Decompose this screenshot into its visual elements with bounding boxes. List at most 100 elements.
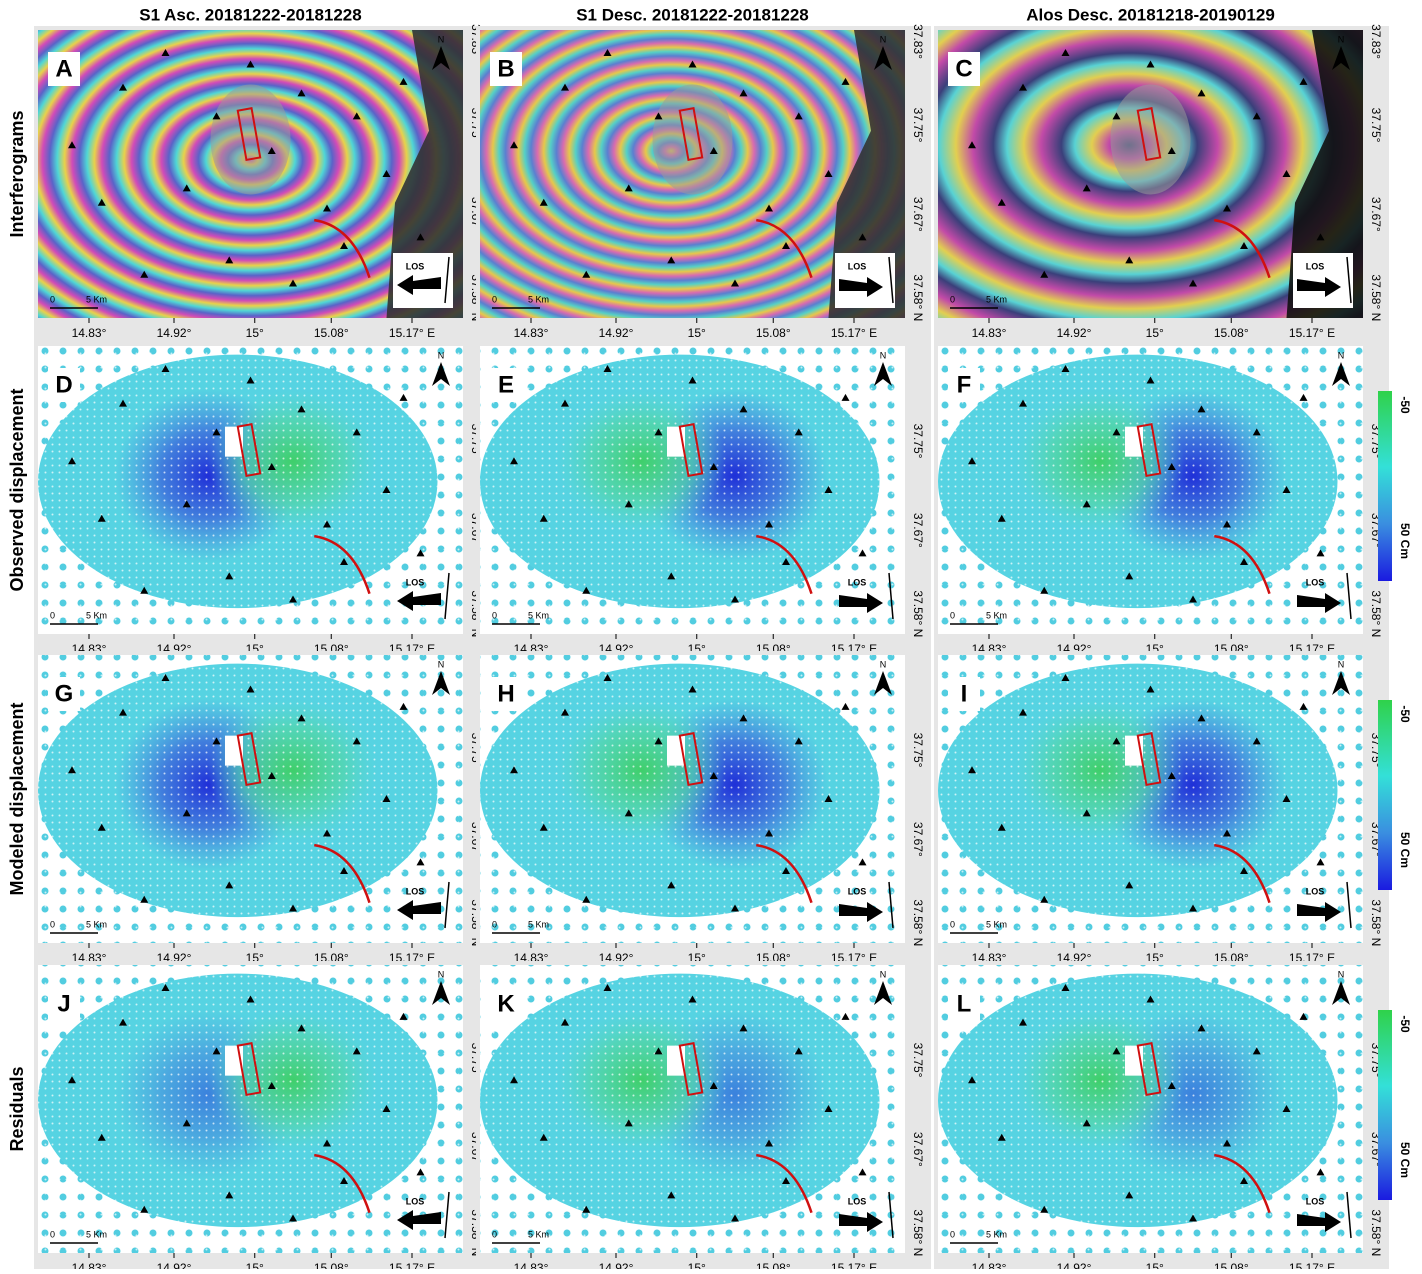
- scale-end: 5 Km: [986, 610, 1007, 620]
- x-tick-label: 14.83°: [72, 326, 107, 340]
- y-tick-label: 37.58° N: [1369, 274, 1383, 321]
- points: [480, 346, 905, 634]
- los-label: LOS: [848, 1196, 867, 1206]
- y-tick-label: 37.58° N: [911, 1209, 925, 1256]
- scale-start: 0: [950, 919, 955, 929]
- volcano-summit: [1111, 84, 1191, 194]
- y-tick-label: 37.75°: [911, 733, 925, 768]
- x-tick-label: 14.92°: [599, 326, 634, 340]
- colorbar-min: -50: [1398, 705, 1412, 723]
- x-tick-label: 15.08°: [756, 326, 791, 340]
- points: [38, 965, 463, 1253]
- los-label: LOS: [406, 1196, 425, 1206]
- map: [938, 346, 1363, 634]
- scale-end: 5 Km: [86, 294, 107, 304]
- panel-letter: D: [55, 371, 72, 398]
- scale-start: 0: [492, 1229, 497, 1239]
- x-tick-label: 15.08°: [1214, 1261, 1249, 1269]
- colorbar: [1378, 700, 1392, 890]
- north-label: N: [1338, 659, 1345, 669]
- x-tick-label: 15.08°: [756, 1261, 791, 1269]
- panel-letter: K: [497, 990, 515, 1017]
- panel-letter: L: [957, 990, 972, 1017]
- los-label: LOS: [848, 577, 867, 587]
- y-tick-label: 37.58° N: [911, 899, 925, 946]
- scale-start: 0: [50, 294, 55, 304]
- y-tick-label: 37.83°: [1369, 24, 1383, 59]
- north-label: N: [880, 34, 887, 44]
- north-label: N: [438, 34, 445, 44]
- panel-letter: E: [498, 371, 514, 398]
- colorbar-max: 50 Cm: [1398, 1142, 1412, 1178]
- x-tick-label: 14.83°: [972, 326, 1007, 340]
- y-tick-label: 37.75°: [911, 424, 925, 459]
- scale-start: 0: [950, 294, 955, 304]
- row-label: Residuals: [7, 1066, 27, 1151]
- column-title: Alos Desc. 20181218-20190129: [1026, 5, 1275, 24]
- scale-end: 5 Km: [528, 919, 549, 929]
- y-tick-label: 37.67°: [911, 822, 925, 857]
- y-tick-label: 37.67°: [911, 1132, 925, 1167]
- north-label: N: [880, 659, 887, 669]
- x-tick-label: 14.83°: [72, 1261, 107, 1269]
- x-tick-label: 14.92°: [1057, 1261, 1092, 1269]
- x-tick-label: 15.08°: [314, 1261, 349, 1269]
- x-tick-label: 15.08°: [314, 326, 349, 340]
- los-label: LOS: [1306, 577, 1325, 587]
- scale-start: 0: [50, 610, 55, 620]
- y-tick-label: 37.67°: [911, 197, 925, 232]
- map: [38, 655, 463, 943]
- scale-end: 5 Km: [86, 610, 107, 620]
- panel-letter: C: [955, 55, 972, 82]
- y-tick-label: 37.58° N: [1369, 899, 1383, 946]
- los-label: LOS: [1306, 886, 1325, 896]
- y-tick-label: 37.67°: [1369, 197, 1383, 232]
- row-label: Interferograms: [7, 110, 27, 237]
- y-tick-label: 37.67°: [911, 513, 925, 548]
- column-title: S1 Asc. 20181222-20181228: [139, 5, 361, 24]
- los-label: LOS: [1306, 261, 1325, 271]
- map: [480, 965, 905, 1253]
- map: [938, 655, 1363, 943]
- scale-end: 5 Km: [986, 919, 1007, 929]
- x-tick-label: 15°: [688, 1261, 706, 1269]
- scale-start: 0: [50, 1229, 55, 1239]
- y-tick-label: 37.58° N: [1369, 1209, 1383, 1256]
- scale-end: 5 Km: [986, 294, 1007, 304]
- row-label: Modeled displacement: [7, 702, 27, 895]
- map: [480, 346, 905, 634]
- volcano-summit: [211, 84, 291, 194]
- los-label: LOS: [406, 886, 425, 896]
- points: [38, 655, 463, 943]
- scale-end: 5 Km: [528, 294, 549, 304]
- colorbar: [1378, 1010, 1392, 1200]
- scale-start: 0: [492, 294, 497, 304]
- panel-letter: J: [57, 990, 70, 1017]
- scale-start: 0: [950, 1229, 955, 1239]
- x-tick-label: 15.17° E: [389, 326, 435, 340]
- x-tick-label: 15°: [688, 326, 706, 340]
- colorbar-max: 50 Cm: [1398, 523, 1412, 559]
- panel-letter: H: [497, 680, 514, 707]
- colorbar: [1378, 391, 1392, 581]
- north-label: N: [880, 969, 887, 979]
- column-title: S1 Desc. 20181222-20181228: [576, 5, 809, 24]
- colorbar-max: 50 Cm: [1398, 832, 1412, 868]
- x-tick-label: 15.17° E: [1289, 1261, 1335, 1269]
- x-tick-label: 14.92°: [1057, 326, 1092, 340]
- panel-letter: G: [55, 680, 74, 707]
- panel-letter: B: [497, 55, 514, 82]
- points: [480, 655, 905, 943]
- panel-letter: A: [55, 55, 72, 82]
- scale-end: 5 Km: [986, 1229, 1007, 1239]
- x-tick-label: 15.08°: [1214, 326, 1249, 340]
- y-tick-label: 37.58° N: [911, 274, 925, 321]
- north-label: N: [1338, 34, 1345, 44]
- map: [938, 965, 1363, 1253]
- panel-letter: I: [961, 680, 968, 707]
- volcano-summit: [653, 84, 733, 194]
- x-tick-label: 15.17° E: [831, 1261, 877, 1269]
- x-tick-label: 14.83°: [972, 1261, 1007, 1269]
- scale-start: 0: [492, 610, 497, 620]
- x-tick-label: 15.17° E: [831, 326, 877, 340]
